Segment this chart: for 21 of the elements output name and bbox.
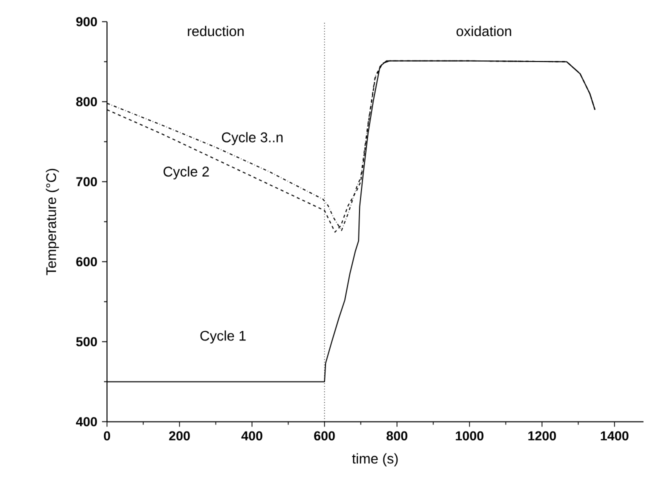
- y-tick-label: 800: [76, 97, 97, 106]
- x-tick-label: 1000: [456, 431, 484, 440]
- series-label: Cycle 3..n: [222, 132, 283, 146]
- y-tick-label: 900: [76, 17, 97, 26]
- y-axis-title: Temperature (°C): [46, 168, 59, 276]
- x-tick-label: 800: [386, 431, 408, 440]
- annotation: reduction: [188, 26, 244, 36]
- x-tick-label: 400: [241, 431, 262, 440]
- x-tick-label: 1200: [528, 431, 556, 440]
- series-label: Cycle 2: [164, 166, 209, 180]
- x-axis-title: time (s): [352, 453, 398, 466]
- y-tick-label: 600: [76, 257, 97, 266]
- y-tick-label: 400: [76, 417, 97, 426]
- x-tick-label: 1400: [600, 431, 628, 440]
- annotation: oxidation: [456, 26, 512, 36]
- x-tick-label: 200: [169, 431, 190, 440]
- x-tick-label: 0: [104, 431, 110, 440]
- y-tick-label: 500: [76, 337, 97, 346]
- text: Cycle 1: [200, 330, 246, 344]
- x-tick-label: 600: [314, 431, 335, 440]
- y-tick-label: 700: [76, 177, 97, 186]
